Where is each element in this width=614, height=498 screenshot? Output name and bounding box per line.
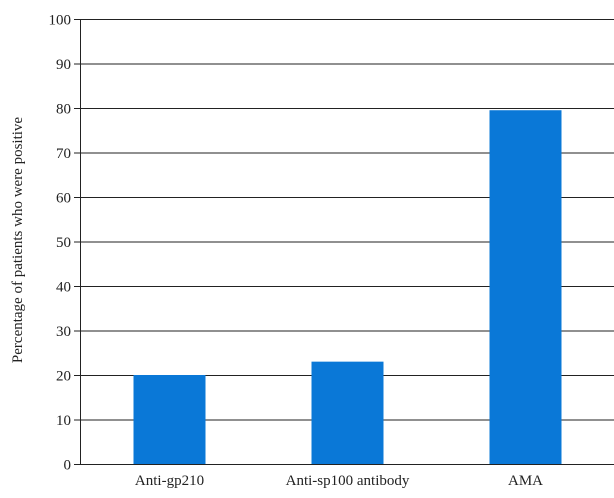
bar-ama [489, 110, 562, 464]
bar-anti-sp100-antibody [311, 361, 384, 464]
x-category-label-anti-gp210: Anti-gp210 [135, 473, 204, 489]
y-tick-label-20: 20 [56, 369, 71, 385]
y-tick-label-10: 10 [56, 413, 71, 429]
y-tick-labels: 0 10 20 30 40 50 60 70 80 90 100 [49, 13, 72, 474]
bars [133, 110, 562, 464]
x-category-labels: Anti-gp210 Anti-sp100 antibody AMA [135, 473, 543, 489]
y-tick-label-50: 50 [56, 235, 71, 251]
y-tick-label-60: 60 [56, 191, 71, 207]
y-tick-label-80: 80 [56, 102, 71, 118]
x-category-label-anti-sp100-antibody: Anti-sp100 antibody [286, 473, 410, 489]
axes [74, 19, 614, 465]
x-category-label-ama: AMA [508, 473, 543, 489]
y-tick-label-40: 40 [56, 280, 71, 296]
y-tick-label-30: 30 [56, 324, 71, 340]
y-axis-title: Percentage of patients who were positive [10, 117, 26, 364]
bar-anti-gp210 [133, 375, 206, 464]
y-tick-label-100: 100 [49, 13, 72, 29]
y-tick-label-70: 70 [56, 146, 71, 162]
y-tick-label-90: 90 [56, 57, 71, 73]
y-tick-label-0: 0 [64, 458, 72, 474]
